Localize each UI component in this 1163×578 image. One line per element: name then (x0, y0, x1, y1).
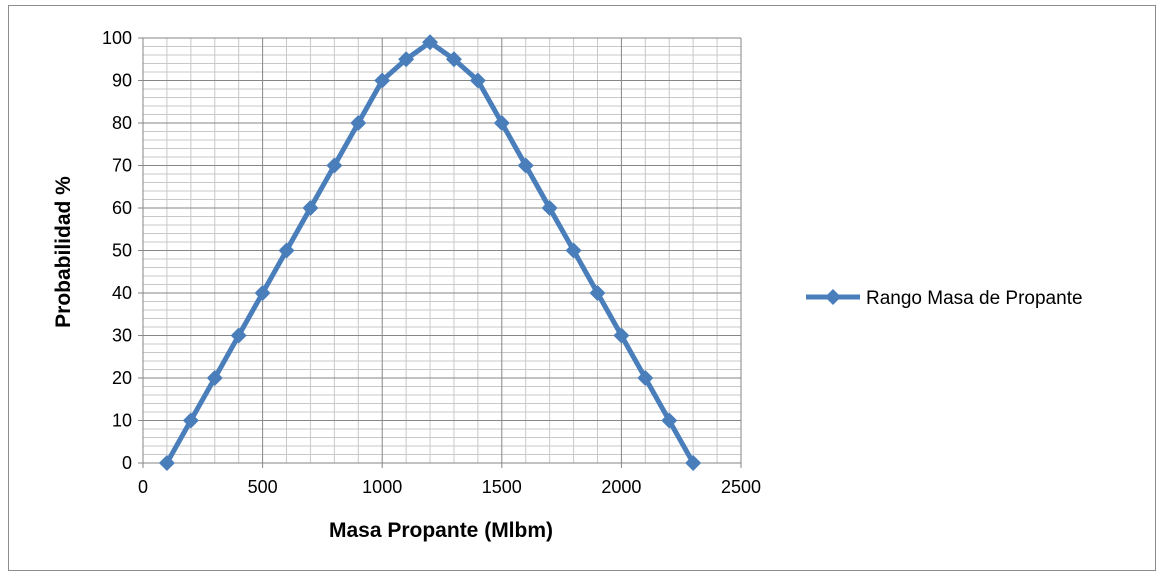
data-point-marker (302, 200, 319, 216)
y-tick-labels: 0 10 20 30 40 50 60 70 80 90 100 (102, 28, 132, 473)
data-point-marker (517, 157, 534, 174)
data-point-marker (445, 51, 462, 68)
data-point-marker (158, 455, 175, 471)
y-tick-label: 0 (122, 453, 132, 473)
y-tick-label: 70 (112, 156, 132, 176)
data-point-marker (254, 285, 271, 301)
chart-frame (8, 5, 1156, 571)
data-point-marker (469, 72, 486, 89)
y-tick-label: 10 (112, 411, 132, 431)
data-point-marker (374, 72, 391, 89)
y-tick-label: 30 (112, 326, 132, 346)
y-tick-label: 50 (112, 241, 132, 261)
data-point-marker (206, 370, 223, 386)
data-point-marker (230, 327, 247, 344)
data-point-marker (613, 327, 630, 344)
y-tick-label: 90 (112, 71, 132, 91)
data-point-marker (589, 285, 606, 301)
legend: Rango Masa de Propante (806, 288, 1083, 309)
data-point-marker (565, 242, 582, 259)
axes (138, 37, 742, 468)
x-tick-label: 0 (138, 477, 148, 497)
y-tick-label: 20 (112, 368, 132, 388)
data-point-marker (661, 412, 678, 429)
x-tick-label: 500 (248, 477, 278, 497)
y-tick-label: 100 (102, 28, 132, 48)
data-point-marker (278, 242, 295, 259)
y-tick-label: 40 (112, 283, 132, 303)
grid (142, 37, 742, 464)
series (158, 34, 702, 471)
y-tick-label: 80 (112, 113, 132, 133)
x-tick-labels: 0 500 1000 1500 2000 2500 (138, 477, 761, 497)
data-point-marker (326, 157, 343, 174)
data-point-marker (685, 455, 702, 471)
legend-marker (825, 289, 841, 305)
data-point-marker (182, 412, 199, 429)
x-tick-label: 2500 (721, 477, 761, 497)
x-tick-label: 1000 (362, 477, 402, 497)
data-point-marker (637, 370, 654, 386)
y-axis-title: Probabilidad % (52, 176, 75, 328)
data-point-marker (541, 200, 558, 216)
legend-label: Rango Masa de Propante (866, 288, 1083, 309)
x-tick-label: 2000 (601, 477, 641, 497)
y-tick-label: 60 (112, 198, 132, 218)
data-point-marker (398, 51, 415, 68)
x-axis-title: Masa Propante (Mlbm) (329, 519, 553, 542)
data-point-marker (350, 115, 367, 131)
data-point-marker (493, 115, 510, 131)
data-point-marker (422, 34, 439, 51)
x-tick-label: 1500 (482, 477, 522, 497)
